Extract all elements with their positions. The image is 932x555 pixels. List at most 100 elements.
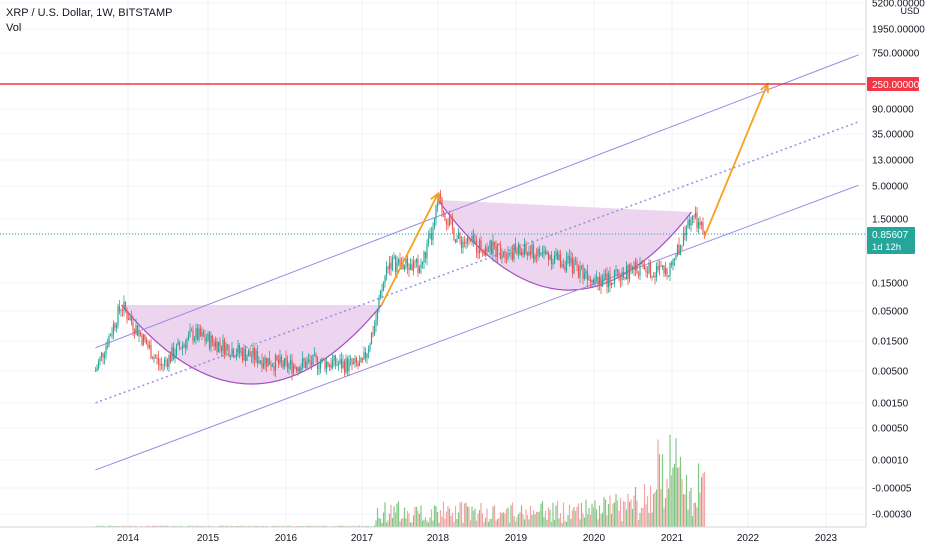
- candle-body: [240, 350, 242, 353]
- candle-body: [333, 355, 335, 361]
- volume-bar: [529, 505, 532, 527]
- volume-bar: [109, 525, 112, 527]
- volume-bar: [357, 525, 359, 527]
- candle-body: [571, 257, 574, 274]
- channel-upper-line: [95, 54, 859, 349]
- candle-body: [102, 352, 104, 358]
- candle-body: [121, 310, 124, 312]
- candle-body: [397, 259, 400, 263]
- candle-body: [199, 328, 202, 337]
- candle-body: [507, 253, 509, 259]
- volume-bar: [481, 513, 484, 527]
- volume-bar: [367, 525, 370, 527]
- candle-body: [483, 250, 485, 256]
- candle-body: [582, 265, 584, 279]
- volume-bar: [303, 525, 305, 527]
- candle-body: [301, 358, 304, 368]
- candle-body: [655, 265, 658, 278]
- candle-body: [553, 255, 556, 264]
- volume-bar: [606, 515, 608, 527]
- volume-bar: [652, 493, 655, 527]
- candle-body: [139, 331, 142, 335]
- candles: [94, 189, 706, 381]
- candle-body: [234, 357, 236, 358]
- candle-body: [441, 198, 443, 212]
- candle-body: [297, 367, 299, 371]
- candle-body: [439, 194, 442, 199]
- volume-bar: [378, 518, 380, 527]
- volume-bar: [384, 502, 386, 527]
- candle-body: [463, 241, 466, 244]
- volume-bar: [391, 518, 394, 527]
- candle-body: [550, 254, 553, 265]
- candle-body: [106, 345, 109, 347]
- volume-bar: [253, 525, 256, 527]
- candle-body: [544, 250, 547, 254]
- candle-body: [552, 263, 554, 265]
- volume-bar: [567, 515, 569, 527]
- candle-body: [370, 332, 373, 345]
- candle-body: [385, 267, 388, 277]
- candle-body: [435, 205, 437, 219]
- candle-body: [387, 267, 389, 269]
- candle-body: [282, 361, 284, 368]
- horizontal-lines: [0, 83, 866, 235]
- candle-body: [549, 254, 551, 260]
- candle-body: [417, 258, 419, 273]
- volume-bar: [108, 525, 110, 527]
- candle-body: [613, 270, 616, 284]
- volume-bar: [667, 488, 670, 527]
- volume-bar: [489, 518, 491, 527]
- volume-bar: [379, 518, 382, 527]
- volume-bar: [219, 525, 221, 527]
- candle-body: [208, 333, 211, 349]
- candle-body: [436, 201, 439, 206]
- volume-bar: [612, 503, 614, 527]
- volume-bar: [435, 506, 437, 527]
- candle-body: [273, 366, 275, 371]
- volume-bar: [453, 521, 455, 527]
- candle-body: [495, 245, 497, 257]
- candle-body: [330, 364, 332, 368]
- volume-bar: [226, 525, 229, 527]
- candle-body: [609, 273, 611, 286]
- candle-body: [183, 344, 185, 346]
- volume-bar: [519, 512, 521, 527]
- candle-body: [460, 239, 463, 248]
- candle-body: [100, 352, 103, 357]
- volume-indicator-label[interactable]: Vol: [6, 22, 22, 34]
- volume-bar: [694, 502, 697, 527]
- candle-body: [364, 351, 367, 359]
- price-tick-label: 1.50000: [872, 215, 909, 226]
- volume-bar: [649, 485, 652, 527]
- candle-body: [291, 359, 293, 374]
- volume-bar: [346, 525, 349, 527]
- volume-bar: [597, 519, 599, 527]
- time-tick-label: 2021: [661, 533, 684, 544]
- candle-body: [310, 361, 313, 365]
- volume-bar: [568, 504, 571, 527]
- candle-body: [201, 332, 203, 337]
- volume-bar: [610, 513, 613, 527]
- volume-bar: [310, 525, 313, 527]
- candle-body: [223, 339, 226, 355]
- candle-body: [312, 354, 314, 365]
- candle-body: [195, 328, 197, 339]
- channel-lower-line: [95, 184, 859, 471]
- time-scale[interactable]: 2014 2015 2016 2017 2018 2019 2020 2021 2022 2023: [0, 526, 866, 544]
- candle-body: [318, 368, 320, 370]
- volume-bar: [538, 511, 541, 527]
- candle-body: [220, 345, 223, 351]
- candle-body: [618, 271, 620, 280]
- candle-body: [382, 282, 385, 291]
- volume-bar: [675, 438, 677, 527]
- symbol-title[interactable]: XRP / U.S. Dollar, 1W, BITSTAMP: [6, 7, 173, 19]
- candle-body: [228, 345, 230, 357]
- candle-body: [331, 360, 334, 368]
- candle-body: [687, 219, 689, 228]
- grid: [0, 0, 866, 527]
- candle-body: [418, 267, 421, 273]
- volume-bar: [607, 504, 610, 527]
